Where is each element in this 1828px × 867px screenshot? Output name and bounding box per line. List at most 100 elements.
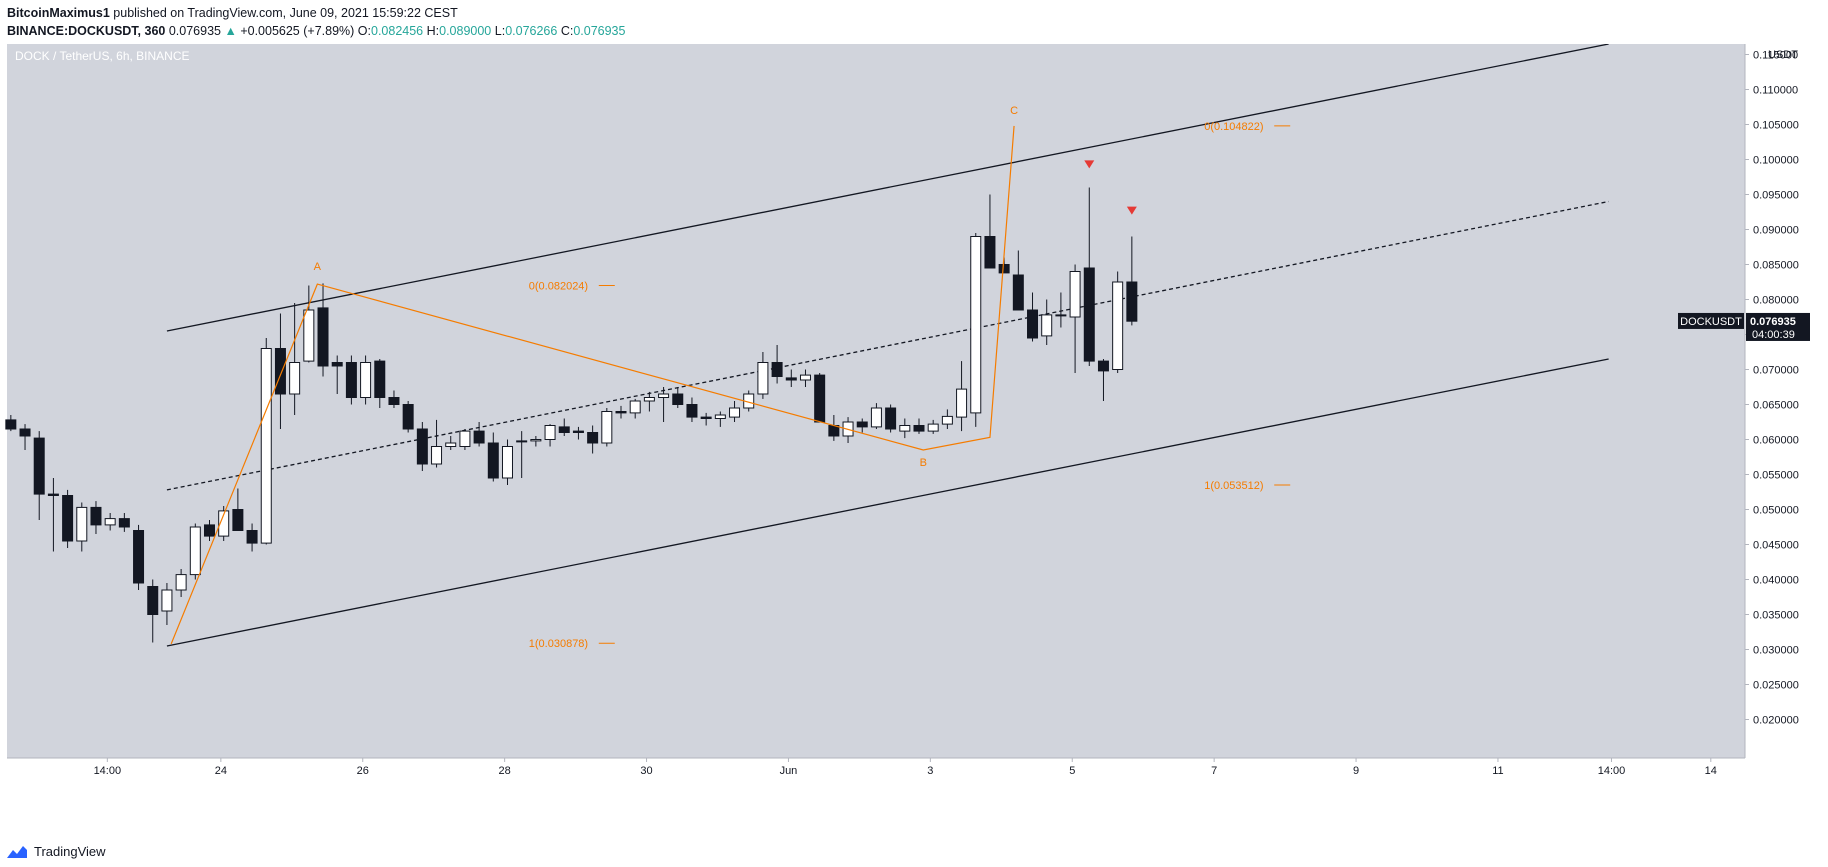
candle-down xyxy=(913,425,925,432)
candle-down xyxy=(572,430,584,434)
candle-down xyxy=(686,404,698,418)
x-tick-label: 30 xyxy=(640,765,652,777)
h-label: H: xyxy=(426,24,440,38)
candle-down xyxy=(785,377,797,381)
candle-up xyxy=(530,439,542,442)
candle-up xyxy=(643,397,655,402)
high-value: 0.089000 xyxy=(439,24,492,38)
candle-up xyxy=(927,423,939,432)
candle-down xyxy=(587,432,599,444)
candle-up xyxy=(1055,314,1067,317)
x-axis[interactable]: 14:00 24 26 28 30 Jun 3 5 7 9 11 14:00 14 xyxy=(94,758,1717,777)
parallel-channel[interactable] xyxy=(166,43,1609,647)
up-triangle-icon: ▲ xyxy=(224,24,237,38)
y-tick-label: 0.085000 xyxy=(1753,260,1799,272)
candle-up xyxy=(899,425,911,432)
candle-down xyxy=(1083,267,1095,362)
price-tag-countdown: 04:00:39 xyxy=(1752,329,1795,341)
candle-down xyxy=(345,362,357,398)
candle-up xyxy=(729,407,741,418)
x-tick-label: 9 xyxy=(1353,765,1359,777)
symbol-line: BINANCE:DOCKUSDT, 360 xyxy=(7,24,166,38)
candle-down xyxy=(47,493,59,497)
candle-up xyxy=(431,446,443,465)
candle-down xyxy=(374,360,386,399)
candle-down xyxy=(33,437,45,495)
publish-line: BitcoinMaximus1 published on TradingView… xyxy=(7,4,625,22)
open-value: 0.082456 xyxy=(371,24,424,38)
currency-label: USDT xyxy=(1768,49,1798,61)
price-tag-box xyxy=(1746,312,1810,341)
candle-down xyxy=(1126,281,1138,322)
publisher-name[interactable]: BitcoinMaximus1 xyxy=(7,6,110,20)
candle-down xyxy=(317,307,329,367)
candle-up xyxy=(289,362,301,395)
candle-down xyxy=(246,530,258,544)
candle-up xyxy=(459,430,471,448)
footer-brand[interactable]: TradingView xyxy=(34,844,106,859)
last-price: 0.076935 xyxy=(168,24,221,38)
symbol-tag xyxy=(1678,312,1744,329)
wave-label-c: C xyxy=(1010,105,1018,117)
candles xyxy=(5,187,1138,643)
x-tick-label: 14:00 xyxy=(94,765,122,777)
candle-up xyxy=(260,348,272,544)
candle-up xyxy=(516,440,528,443)
candle-down xyxy=(814,374,826,423)
wave-label-a: A xyxy=(314,261,322,273)
x-tick-label: 26 xyxy=(357,765,369,777)
candle-up xyxy=(601,411,613,444)
candle-down xyxy=(487,442,499,479)
candle-up xyxy=(799,374,811,381)
candle-down xyxy=(5,419,17,430)
abc-wave-path[interactable]: A B C xyxy=(170,105,1018,645)
channel-upper-line[interactable] xyxy=(166,43,1609,332)
y-tick-label: 0.110000 xyxy=(1753,85,1798,97)
candle-up xyxy=(970,236,982,414)
candle-down xyxy=(672,393,684,405)
fib-level-label: 1(0.030878) xyxy=(529,638,588,650)
x-tick-label: 14:00 xyxy=(1598,765,1626,777)
candle-down xyxy=(416,428,428,465)
candle-down xyxy=(856,421,868,428)
x-tick-label: 14 xyxy=(1705,765,1717,777)
channel-lower-line[interactable] xyxy=(166,358,1609,647)
chart-area[interactable]: DOCK / TetherUS, 6h, BINANCE USDT 0.1150… xyxy=(0,43,1828,802)
candle-down xyxy=(203,524,215,537)
y-tick-label: 0.070000 xyxy=(1753,365,1799,377)
tradingview-logo-icon[interactable] xyxy=(6,845,28,859)
y-tick-label: 0.105000 xyxy=(1753,120,1799,132)
candle-down xyxy=(274,348,286,395)
candle-down xyxy=(90,506,102,526)
y-tick-label: 0.100000 xyxy=(1753,155,1799,167)
candle-down xyxy=(998,264,1010,274)
candle-up xyxy=(1041,314,1053,337)
candle-up xyxy=(303,309,315,362)
y-axis[interactable]: 0.115000 0.110000 0.105000 0.100000 0.095000… xyxy=(1745,50,1799,727)
candle-down xyxy=(615,411,627,414)
low-value: 0.076266 xyxy=(505,24,558,38)
candle-down xyxy=(700,416,712,420)
candlestick-chart[interactable]: DOCK / TetherUS, 6h, BINANCE USDT 0.1150… xyxy=(0,43,1828,802)
candle-up xyxy=(658,393,670,398)
candle-up xyxy=(76,506,88,542)
candle-down xyxy=(118,518,130,528)
chart-title: DOCK / TetherUS, 6h, BINANCE xyxy=(15,49,190,63)
candle-down xyxy=(133,530,145,584)
candle-up xyxy=(1069,271,1081,318)
candle-up xyxy=(175,574,187,591)
fib-levels[interactable]: 0(0.082024) 1(0.030878) 0(0.104822) 1(0.053… xyxy=(529,121,1291,650)
wave-label-b: B xyxy=(920,457,927,469)
o-label: O: xyxy=(357,24,371,38)
y-tick-label: 0.055000 xyxy=(1753,470,1799,482)
candle-down xyxy=(232,509,244,531)
c-label: C: xyxy=(560,24,574,38)
abc-wave-line[interactable] xyxy=(170,125,1015,645)
candle-up xyxy=(544,425,556,440)
footer: TradingView xyxy=(6,844,106,859)
channel-median-line[interactable] xyxy=(166,200,1609,491)
fib-level-label: 1(0.053512) xyxy=(1204,480,1263,492)
y-tick-label: 0.045000 xyxy=(1753,540,1799,552)
plot-area[interactable] xyxy=(7,44,1745,758)
